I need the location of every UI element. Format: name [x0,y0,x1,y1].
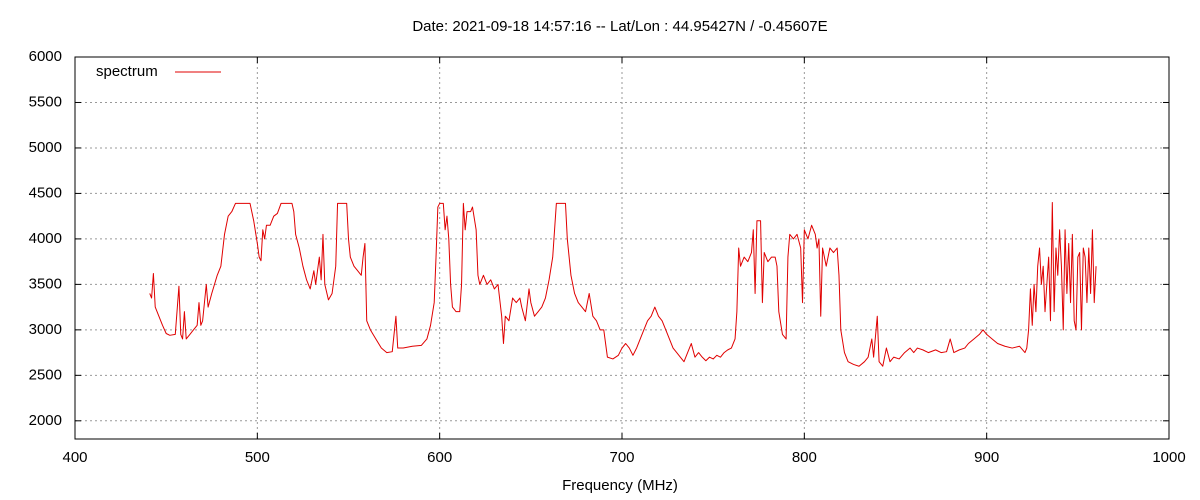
y-tick-label: 4500 [29,184,62,201]
x-tick-label: 600 [427,449,452,466]
y-tick-label: 6000 [29,48,62,65]
x-tick-label: 900 [974,449,999,466]
y-tick-label: 2500 [29,366,62,383]
chart-title: Date: 2021-09-18 14:57:16 -- Lat/Lon : 4… [412,18,827,35]
x-tick-label: 1000 [1152,449,1185,466]
y-tick-label: 3500 [29,275,62,292]
y-tick-label: 4000 [29,230,62,247]
line-series [149,202,1097,367]
x-tick-label: 500 [245,449,270,466]
x-axis-label: Frequency (MHz) [562,477,678,494]
x-tick-label: 700 [609,449,634,466]
y-tick-label: 5000 [29,139,62,156]
legend-label: spectrum [96,63,158,80]
plot-frame [74,56,1170,440]
y-tick-label: 5500 [29,93,62,110]
x-tick-label: 800 [792,449,817,466]
y-tick-label: 2000 [29,412,62,429]
x-tick-label: 400 [62,449,87,466]
y-tick-label: 3000 [29,321,62,338]
